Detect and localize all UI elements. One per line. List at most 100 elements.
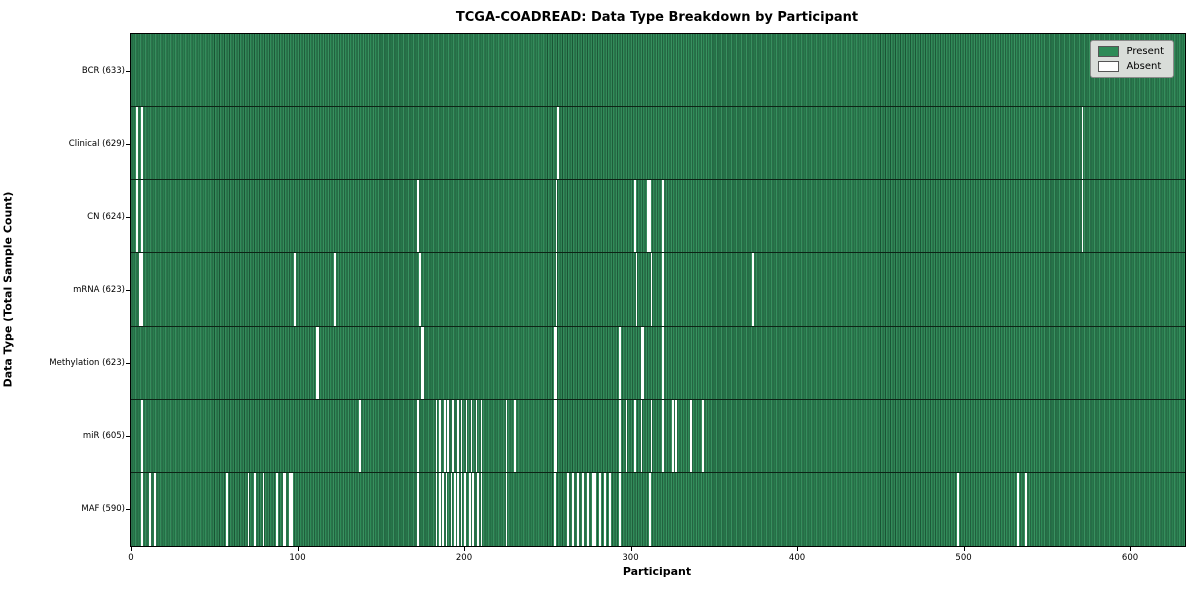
- x-tick: [297, 547, 299, 551]
- absent-stripe: [140, 180, 143, 253]
- y-tick-label: BCR (633): [81, 65, 125, 76]
- absent-stripe: [587, 472, 589, 546]
- legend: Present Absent: [1090, 40, 1174, 78]
- x-tick: [1130, 547, 1132, 551]
- absent-stripe: [672, 399, 674, 472]
- absent-stripe: [555, 180, 558, 253]
- heatmap-row-bcr: [131, 34, 1185, 108]
- heatmap-row-methylation: [131, 326, 1185, 400]
- x-tick: [963, 547, 965, 551]
- legend-label-absent: Absent: [1126, 61, 1162, 72]
- absent-stripe: [294, 253, 296, 326]
- absent-stripe: [557, 107, 559, 180]
- absent-stripe: [334, 253, 336, 326]
- absent-stripe: [290, 472, 293, 546]
- absent-stripe: [460, 472, 463, 546]
- x-tick-label: 400: [788, 553, 806, 563]
- y-tick-label: MAF (590): [81, 504, 125, 515]
- absent-stripe: [633, 399, 636, 472]
- y-tick: [126, 509, 130, 511]
- absent-stripe: [469, 472, 471, 546]
- absent-stripe: [593, 472, 596, 546]
- absent-stripe: [447, 399, 450, 472]
- heatmap-row-mir: [131, 399, 1185, 473]
- absent-stripe: [254, 472, 256, 546]
- absent-stripe: [553, 399, 556, 472]
- absent-stripe: [140, 107, 143, 180]
- absent-stripe: [460, 399, 463, 472]
- absent-stripe: [282, 472, 285, 546]
- absent-stripe: [439, 399, 441, 472]
- x-tick-label: 600: [1121, 553, 1139, 563]
- absent-stripe: [439, 472, 441, 546]
- absent-stripe: [572, 472, 574, 546]
- absent-stripe: [648, 472, 651, 546]
- absent-stripe: [417, 399, 420, 472]
- absent-stripe: [662, 399, 664, 472]
- absent-stripe: [662, 180, 664, 253]
- absent-stripe: [359, 399, 361, 472]
- absent-stripe: [465, 399, 468, 472]
- absent-stripe: [419, 253, 421, 326]
- absent-stripe: [702, 399, 704, 472]
- x-tick: [464, 547, 466, 551]
- absent-stripe: [480, 472, 483, 546]
- present-swatch: [1098, 46, 1120, 57]
- absent-stripe: [505, 472, 508, 546]
- absent-stripe: [445, 472, 448, 546]
- absent-stripe: [442, 472, 445, 546]
- y-tick-label: Methylation (623): [49, 358, 125, 369]
- absent-stripe: [154, 472, 156, 546]
- x-tick-label: 300: [622, 553, 639, 563]
- x-tick-label: 100: [289, 553, 306, 563]
- absent-stripe: [417, 180, 420, 253]
- absent-stripe: [567, 472, 569, 546]
- absent-stripe: [262, 472, 265, 546]
- absent-stripe: [662, 326, 664, 399]
- y-tick-label: CN (624): [87, 211, 125, 222]
- absent-stripe: [618, 326, 621, 399]
- absent-stripe: [289, 472, 291, 546]
- heatmap-row-mrna: [131, 253, 1185, 327]
- absent-stripe: [472, 472, 475, 546]
- absent-stripe: [135, 180, 138, 253]
- y-tick-label: miR (605): [82, 431, 125, 442]
- absent-stripe: [577, 472, 579, 546]
- absent-stripe: [457, 399, 460, 472]
- absent-stripe: [470, 399, 473, 472]
- y-tick: [126, 363, 130, 365]
- y-axis-label: Data Type (Total Sample Count): [1, 191, 15, 388]
- absent-stripe: [618, 472, 621, 546]
- absent-stripe: [457, 472, 460, 546]
- y-tick: [126, 290, 130, 291]
- heatmap-row-cn: [131, 180, 1185, 254]
- y-tick-label: mRNA (623): [73, 285, 125, 295]
- absent-stripe: [555, 399, 558, 472]
- absent-stripe: [555, 326, 558, 399]
- absent-stripe: [422, 326, 425, 399]
- absent-stripe: [1016, 472, 1019, 546]
- chart-title: TCGA-COADREAD: Data Type Breakdown by Pa…: [455, 10, 859, 25]
- absent-stripe: [247, 472, 250, 546]
- x-tick: [797, 547, 799, 551]
- absent-stripe: [454, 472, 456, 546]
- absent-stripe: [1081, 180, 1084, 253]
- absent-stripe: [553, 326, 556, 399]
- absent-stripe: [635, 253, 638, 326]
- absent-stripe: [140, 472, 143, 546]
- absent-stripe: [435, 399, 438, 472]
- absent-stripe: [647, 180, 649, 253]
- absent-stripe: [139, 253, 141, 326]
- absent-stripe: [140, 253, 143, 326]
- absent-stripe: [1025, 472, 1027, 546]
- y-tick-label: Clinical (629): [68, 138, 125, 149]
- absent-swatch: [1098, 61, 1120, 72]
- absent-stripe: [650, 253, 653, 326]
- heatmap-row-clinical: [131, 107, 1185, 181]
- absent-stripe: [317, 326, 320, 399]
- absent-stripe: [662, 253, 664, 326]
- absent-stripe: [603, 472, 606, 546]
- absent-stripe: [480, 399, 483, 472]
- legend-label-present: Present: [1126, 46, 1164, 57]
- y-tick: [126, 143, 130, 145]
